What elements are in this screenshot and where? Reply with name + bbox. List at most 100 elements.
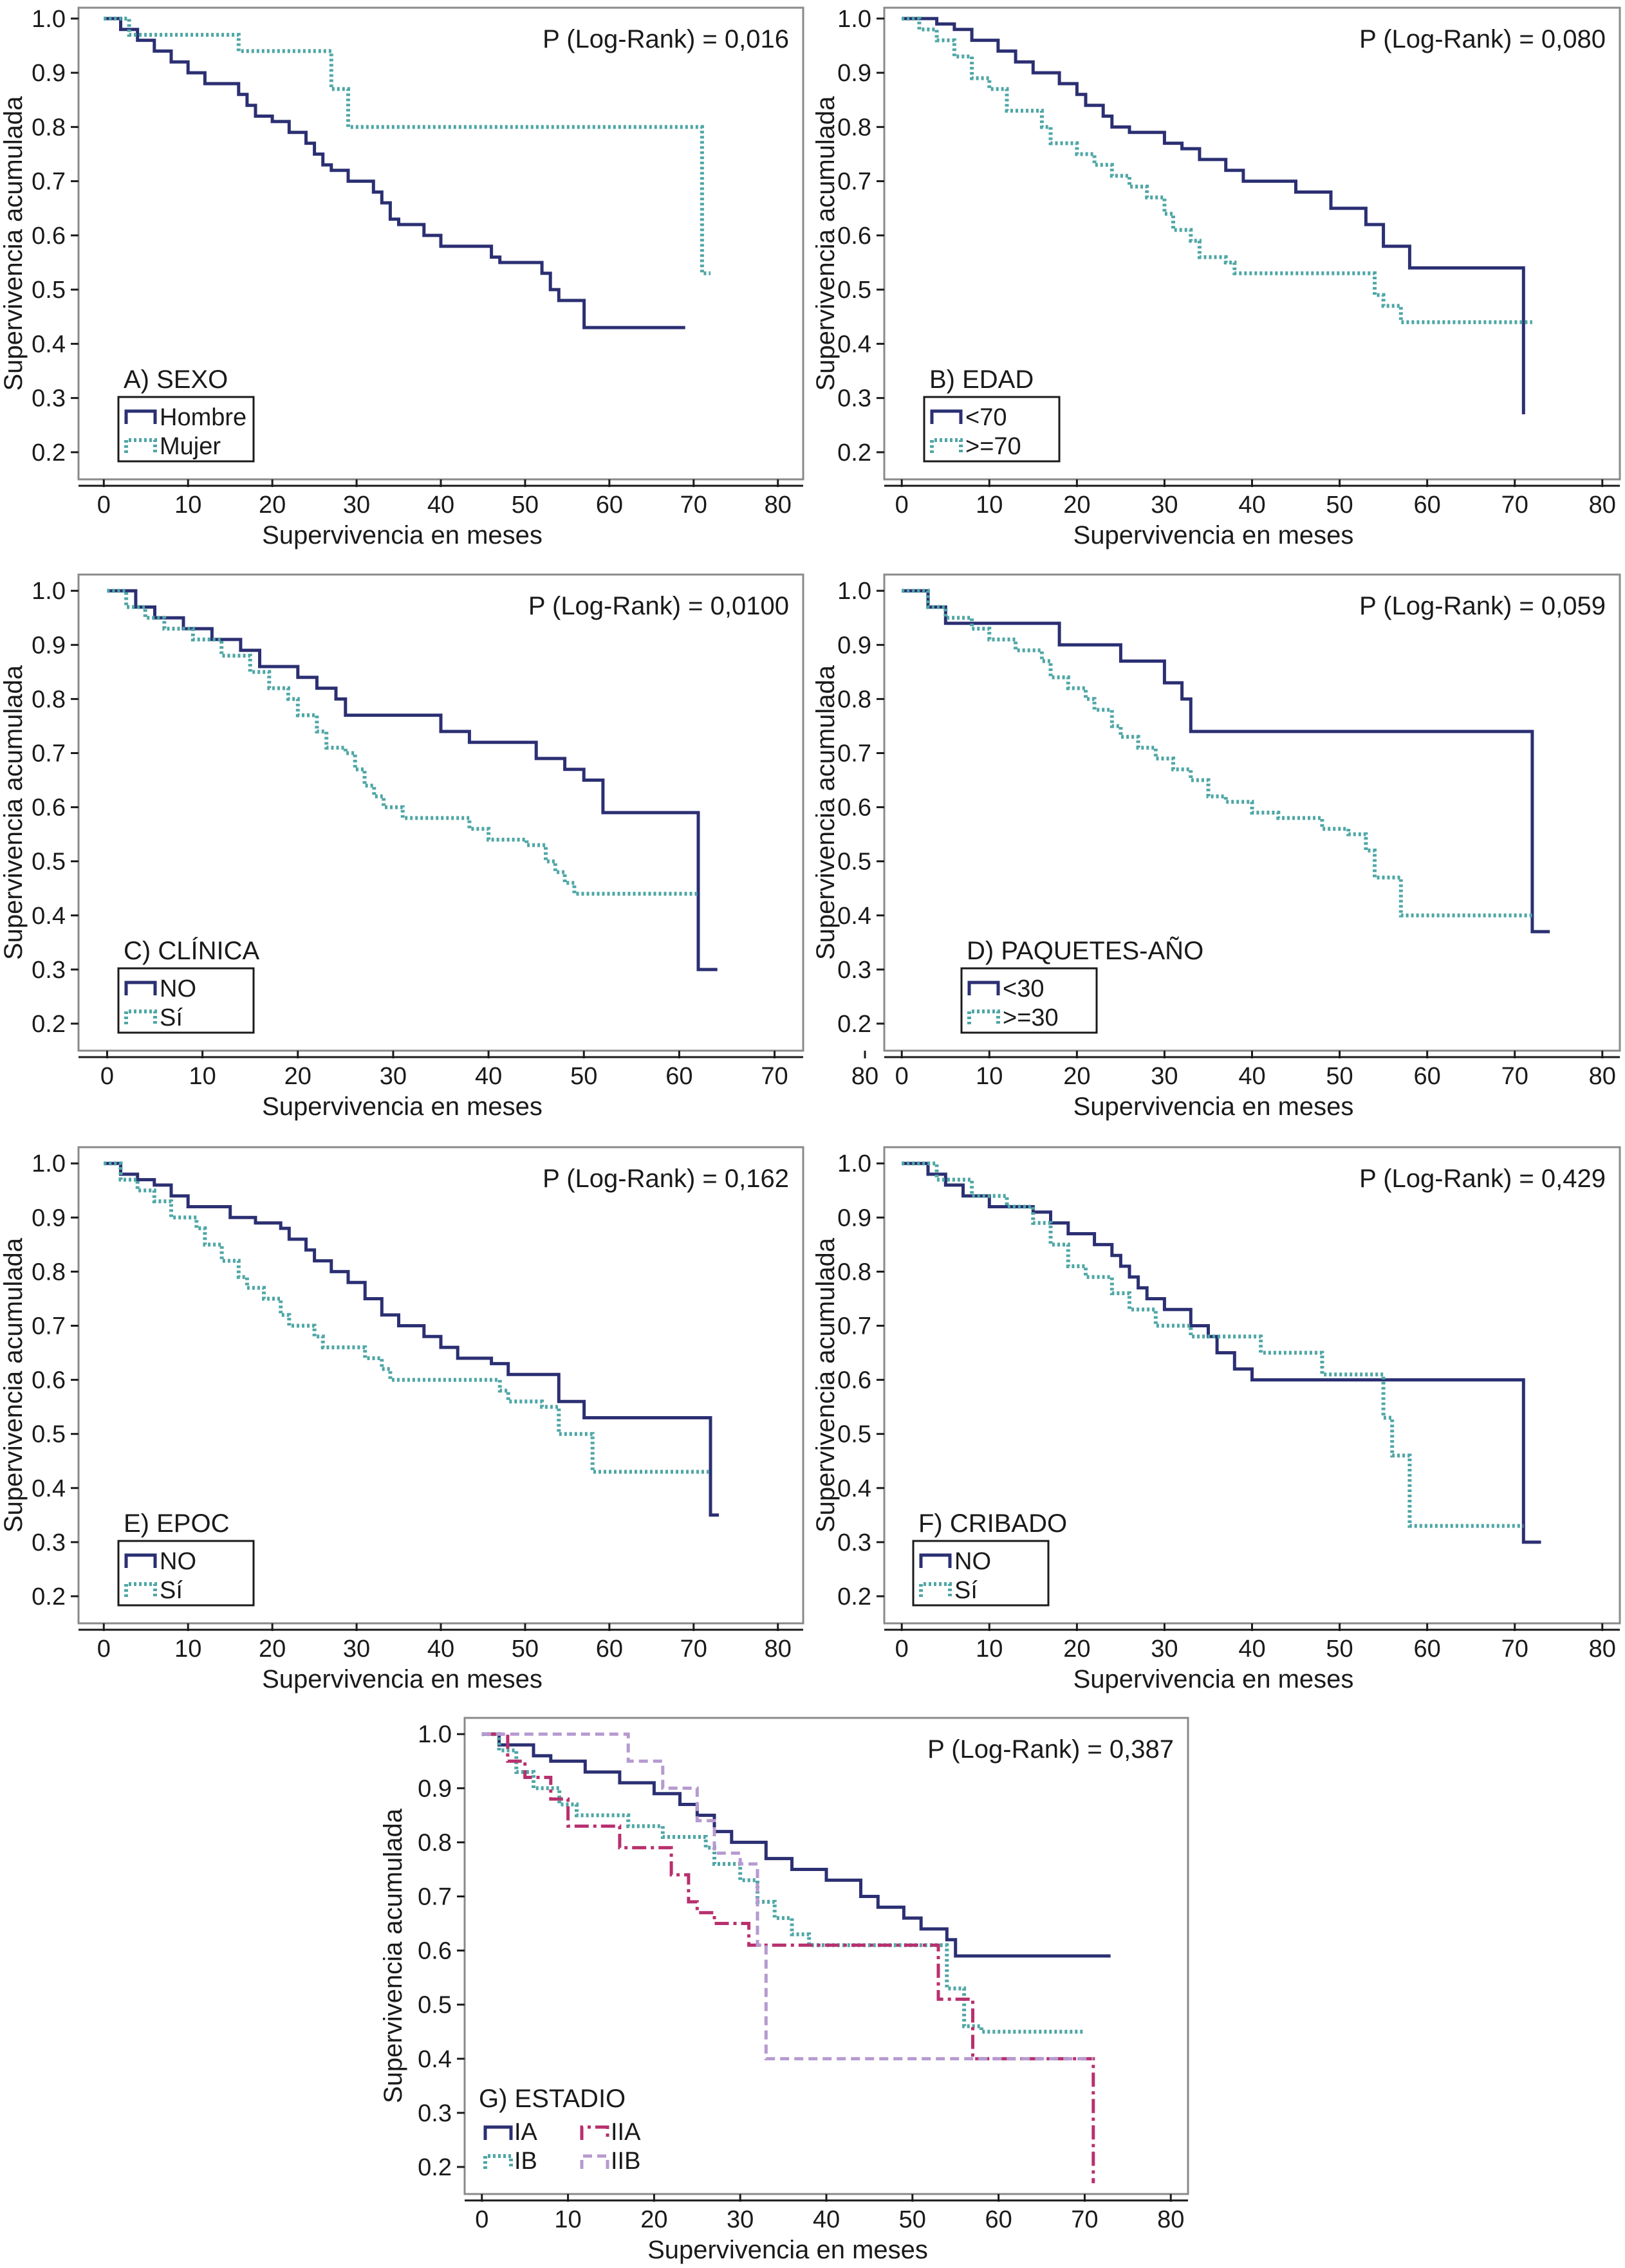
y-tick-label: 0.7 <box>837 169 871 196</box>
x-tick-label: 30 <box>1151 1063 1178 1090</box>
y-tick-label: 1.0 <box>837 6 871 33</box>
y-tick-label: 0.4 <box>32 1475 66 1502</box>
legend: <30>=30 <box>960 967 1098 1034</box>
legend-label: IB <box>514 2148 537 2175</box>
legend-swatch <box>919 1582 952 1597</box>
y-axis-title: Supervivencia acumulada <box>0 96 28 391</box>
legend-box <box>912 1540 1050 1607</box>
survival-curves <box>902 1161 1541 1544</box>
x-axis-title: Supervivencia en meses <box>1073 1665 1354 1693</box>
y-tick-label: 0.3 <box>837 385 871 412</box>
y-tick-label: 0.5 <box>32 1421 66 1448</box>
y-tick-label: 0.4 <box>837 1475 871 1502</box>
y-tick-label: 0.3 <box>32 1529 66 1556</box>
x-tick-label: 80 <box>1589 1636 1616 1663</box>
x-tick-label: 40 <box>1238 1063 1265 1090</box>
x-tick-label: 0 <box>895 492 909 519</box>
x-tick-label: 0 <box>100 1063 114 1090</box>
survival-curve-NO <box>902 1161 1541 1544</box>
x-tick-label: 0 <box>475 2206 488 2233</box>
legend-label: Hombre <box>160 404 246 431</box>
legend-label: Sí <box>160 1577 183 1604</box>
legend-label: IIA <box>611 2119 641 2146</box>
y-tick-label: 0.3 <box>32 957 66 984</box>
legend-swatch <box>483 2125 513 2140</box>
x-tick-label: 60 <box>1414 492 1441 519</box>
survival-curve-Sí <box>107 589 698 896</box>
legend-label: IA <box>514 2119 538 2146</box>
x-tick-label: 0 <box>895 1063 909 1090</box>
x-tick-label: 40 <box>813 2206 840 2233</box>
x-tick-label: 30 <box>343 492 370 519</box>
x-tick-label: 80 <box>1589 492 1616 519</box>
y-tick-label: 0.6 <box>837 795 871 822</box>
y-tick-label: 0.7 <box>32 741 66 768</box>
x-tick-label: 30 <box>727 2206 754 2233</box>
x-tick-label: 70 <box>680 1636 707 1663</box>
p-value-label: P (Log-Rank) = 0,0100 <box>528 592 789 620</box>
survival-curves <box>104 1161 720 1517</box>
y-tick-label: 0.7 <box>418 1884 452 1911</box>
y-tick-label: 0.4 <box>32 331 66 358</box>
survival-curve-NO <box>107 589 718 972</box>
x-tick-label: 40 <box>1238 1636 1265 1663</box>
axis-ticks: 1.0 0.9 0.8 0.7 0.6 0.5 0.4 0.3 0.2 0 10 20 30 40 50 60… <box>32 6 803 519</box>
y-tick-label: 0.5 <box>418 1992 452 2019</box>
y-axis-title: Supervivencia acumulada <box>812 665 840 960</box>
x-tick-label: 60 <box>1414 1063 1441 1090</box>
x-tick-label: 50 <box>570 1063 597 1090</box>
legend-label: NO <box>160 975 196 1002</box>
y-tick-label: 0.4 <box>837 903 871 930</box>
y-tick-label: 0.6 <box>837 223 871 250</box>
x-tick-label: 10 <box>174 1636 201 1663</box>
y-tick-label: 1.0 <box>32 6 66 33</box>
chart-panel-clinica: 1.0 0.9 0.8 0.7 0.6 0.5 0.4 0.3 0.2 0 10 20 30 40 50 60… <box>0 573 804 1121</box>
y-tick-label: 1.0 <box>418 1721 452 1748</box>
x-tick-label: 80 <box>1589 1063 1616 1090</box>
x-tick-label: 20 <box>1063 1636 1090 1663</box>
x-tick-label: 10 <box>976 492 1003 519</box>
p-value-label: P (Log-Rank) = 0,080 <box>1359 25 1606 53</box>
y-tick-label: 0.4 <box>418 2046 452 2073</box>
survival-curve-IA <box>481 1732 1111 1958</box>
y-tick-label: 0.6 <box>418 1938 452 1965</box>
legend-label: Sí <box>160 1004 183 1031</box>
axis-ticks: 1.0 0.9 0.8 0.7 0.6 0.5 0.4 0.3 0.2 80 0 10 20 30 40 50… <box>837 578 1620 1090</box>
survival-curves <box>104 16 710 329</box>
legend-swatch <box>930 409 963 424</box>
y-axis-title: Supervivencia acumulada <box>812 96 840 391</box>
survival-curve->=70 <box>902 16 1532 324</box>
y-tick-label: 0.9 <box>32 1204 66 1231</box>
survival-curves <box>902 589 1550 934</box>
legend-swatch <box>124 1582 157 1597</box>
y-tick-label: 0.8 <box>32 114 66 141</box>
legend-swatch <box>124 438 157 453</box>
x-tick-label: 10 <box>554 2206 581 2233</box>
legend-swatch <box>580 2154 609 2169</box>
x-tick-label: 70 <box>1501 492 1528 519</box>
y-tick-label: 0.8 <box>837 1258 871 1286</box>
p-value-label: P (Log-Rank) = 0,429 <box>1359 1165 1606 1193</box>
y-tick-label: 0.6 <box>32 795 66 822</box>
legend-box <box>923 396 1061 463</box>
x-tick-label: 60 <box>665 1063 692 1090</box>
y-tick-label: 0.9 <box>837 60 871 87</box>
legend-swatch <box>930 438 963 453</box>
x-axis-title: Supervivencia en meses <box>262 1093 543 1121</box>
chart-panel-epoc: 1.0 0.9 0.8 0.7 0.6 0.5 0.4 0.3 0.2 0 10 20 30 40 50 60… <box>0 1146 804 1693</box>
legend: <70>=70 <box>923 396 1061 463</box>
y-tick-label: 0.7 <box>32 169 66 196</box>
legend-label: >=30 <box>1003 1004 1059 1031</box>
y-tick-label: 0.5 <box>32 849 66 876</box>
survival-curve-Sí <box>104 1161 710 1474</box>
x-tick-label: 40 <box>1238 492 1265 519</box>
y-tick-label: 0.9 <box>418 1775 452 1802</box>
x-tick-label: 0 <box>97 1636 111 1663</box>
x-tick-label: 70 <box>680 492 707 519</box>
legend-title: G) ESTADIO <box>479 2085 626 2113</box>
axis-ticks: 1.0 0.9 0.8 0.7 0.6 0.5 0.4 0.3 0.2 0 10 20 30 40 50 60… <box>837 1150 1620 1663</box>
x-tick-label: 80 <box>765 1636 792 1663</box>
x-tick-label: 10 <box>976 1636 1003 1663</box>
